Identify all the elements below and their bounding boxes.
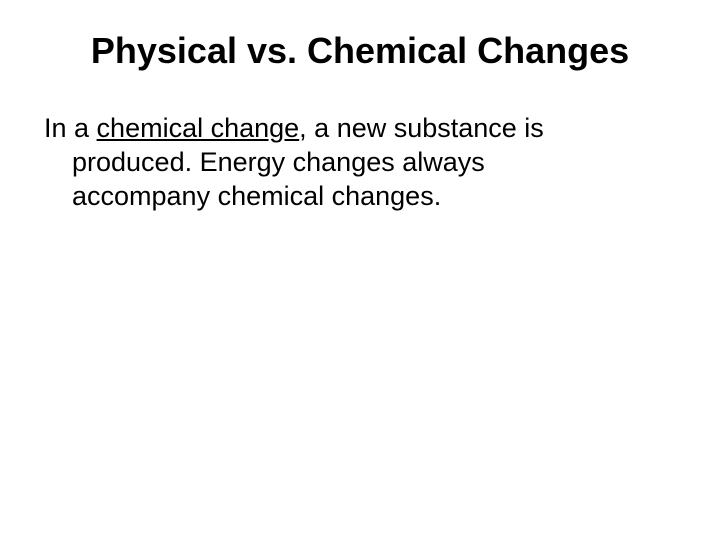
body-line1-suffix: , a new substance is [299,113,544,143]
slide-container: Physical vs. Chemical Changes In a chemi… [0,0,720,540]
slide-body: In a chemical change, a new substance is… [40,112,680,213]
body-prefix: In a [44,113,97,143]
body-line-2: produced. Energy changes always [44,146,640,180]
body-line-3: accompany chemical changes. [44,180,640,214]
slide-title: Physical vs. Chemical Changes [40,30,680,72]
body-emphasized: chemical change [97,113,300,143]
body-line-1: In a chemical change, a new substance is [44,112,640,146]
